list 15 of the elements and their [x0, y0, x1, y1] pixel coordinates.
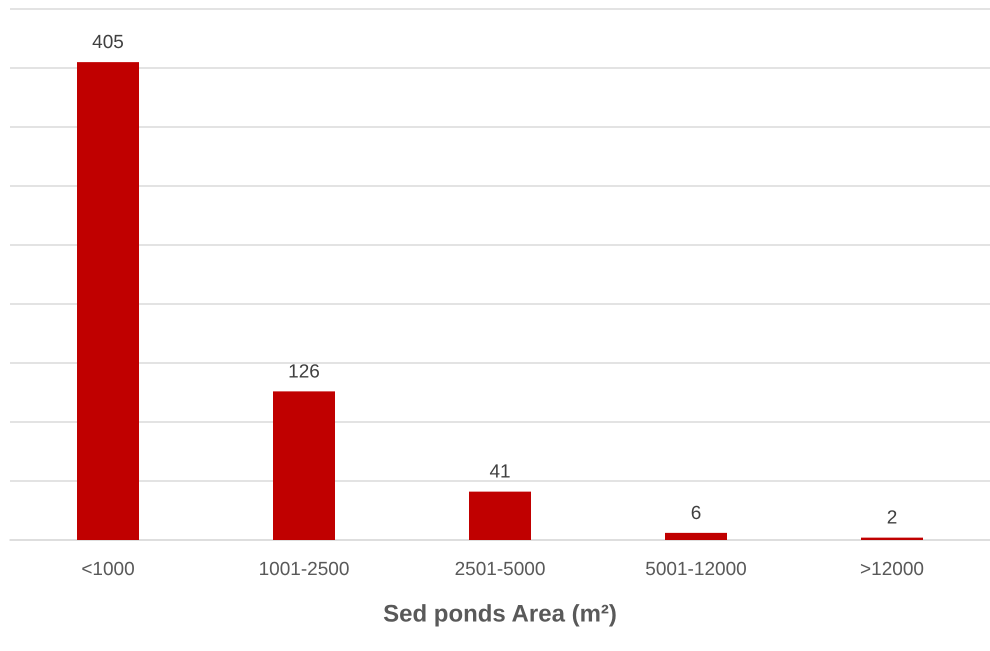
- bar: [665, 532, 727, 540]
- bar: [77, 62, 139, 540]
- x-axis-title: Sed ponds Area (m²): [383, 600, 617, 628]
- data-label: 405: [92, 32, 124, 54]
- x-tick-label: <1000: [81, 559, 135, 580]
- data-label: 41: [489, 462, 511, 483]
- bar: [469, 492, 531, 540]
- data-label: 126: [288, 361, 320, 382]
- x-tick-label: 5001-12000: [645, 559, 747, 580]
- data-label: 2: [886, 508, 898, 529]
- x-tick-label: >12000: [860, 559, 924, 580]
- bar: [273, 391, 335, 540]
- data-label: 6: [690, 502, 702, 524]
- x-tick-label: 1001-2500: [258, 559, 350, 580]
- x-tick-label: 2501-5000: [454, 559, 546, 580]
